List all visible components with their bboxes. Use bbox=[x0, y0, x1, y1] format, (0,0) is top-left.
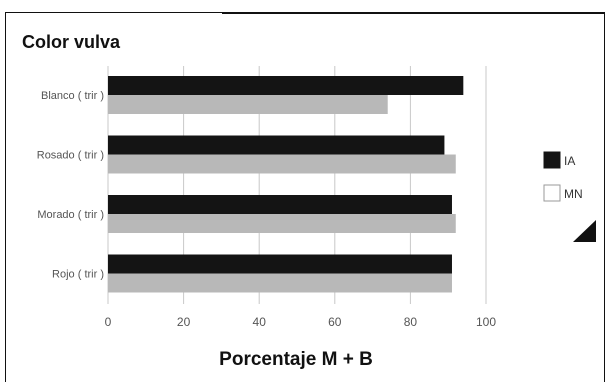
category-label-0: Blanco ( trir ) bbox=[41, 90, 104, 102]
x-tick-label-20: 20 bbox=[177, 315, 191, 329]
top-rule bbox=[222, 12, 605, 14]
category-label-3: Rojo ( trir ) bbox=[52, 269, 104, 281]
bar-ia-0 bbox=[108, 76, 464, 95]
legend-label-ia: IA bbox=[564, 154, 575, 168]
x-axis-label: Porcentaje M + B bbox=[219, 349, 373, 370]
bar-mn-3 bbox=[108, 273, 452, 293]
bar-ia-1 bbox=[108, 135, 445, 155]
bar-mn-0 bbox=[108, 95, 388, 114]
bars-layer bbox=[108, 76, 464, 293]
x-tick-label-60: 60 bbox=[328, 315, 342, 329]
legend-swatch-ia bbox=[543, 151, 561, 169]
bar-mn-2 bbox=[108, 214, 456, 233]
legend-swatch-mn bbox=[543, 184, 561, 202]
category-label-2: Morado ( trir ) bbox=[37, 209, 104, 221]
bar-ia-3 bbox=[108, 254, 452, 274]
corner-triangle-mark bbox=[573, 220, 596, 242]
x-tick-label-40: 40 bbox=[253, 315, 267, 329]
legend-label-mn: MN bbox=[564, 187, 583, 201]
x-tick-label-80: 80 bbox=[404, 315, 418, 329]
tick-labels: 0 20 40 60 80 100 bbox=[105, 315, 497, 329]
category-labels: Blanco ( trir ) Rosado ( trir ) Morado ( t… bbox=[37, 90, 104, 281]
x-tick-label-0: 0 bbox=[105, 315, 112, 329]
legend: IA MN bbox=[543, 151, 583, 202]
bar-mn-1 bbox=[108, 154, 456, 174]
chart-title: Color vulva bbox=[22, 32, 121, 52]
bar-ia-2 bbox=[108, 195, 452, 214]
category-label-1: Rosado ( trir ) bbox=[37, 150, 104, 162]
x-tick-label-100: 100 bbox=[476, 315, 496, 329]
